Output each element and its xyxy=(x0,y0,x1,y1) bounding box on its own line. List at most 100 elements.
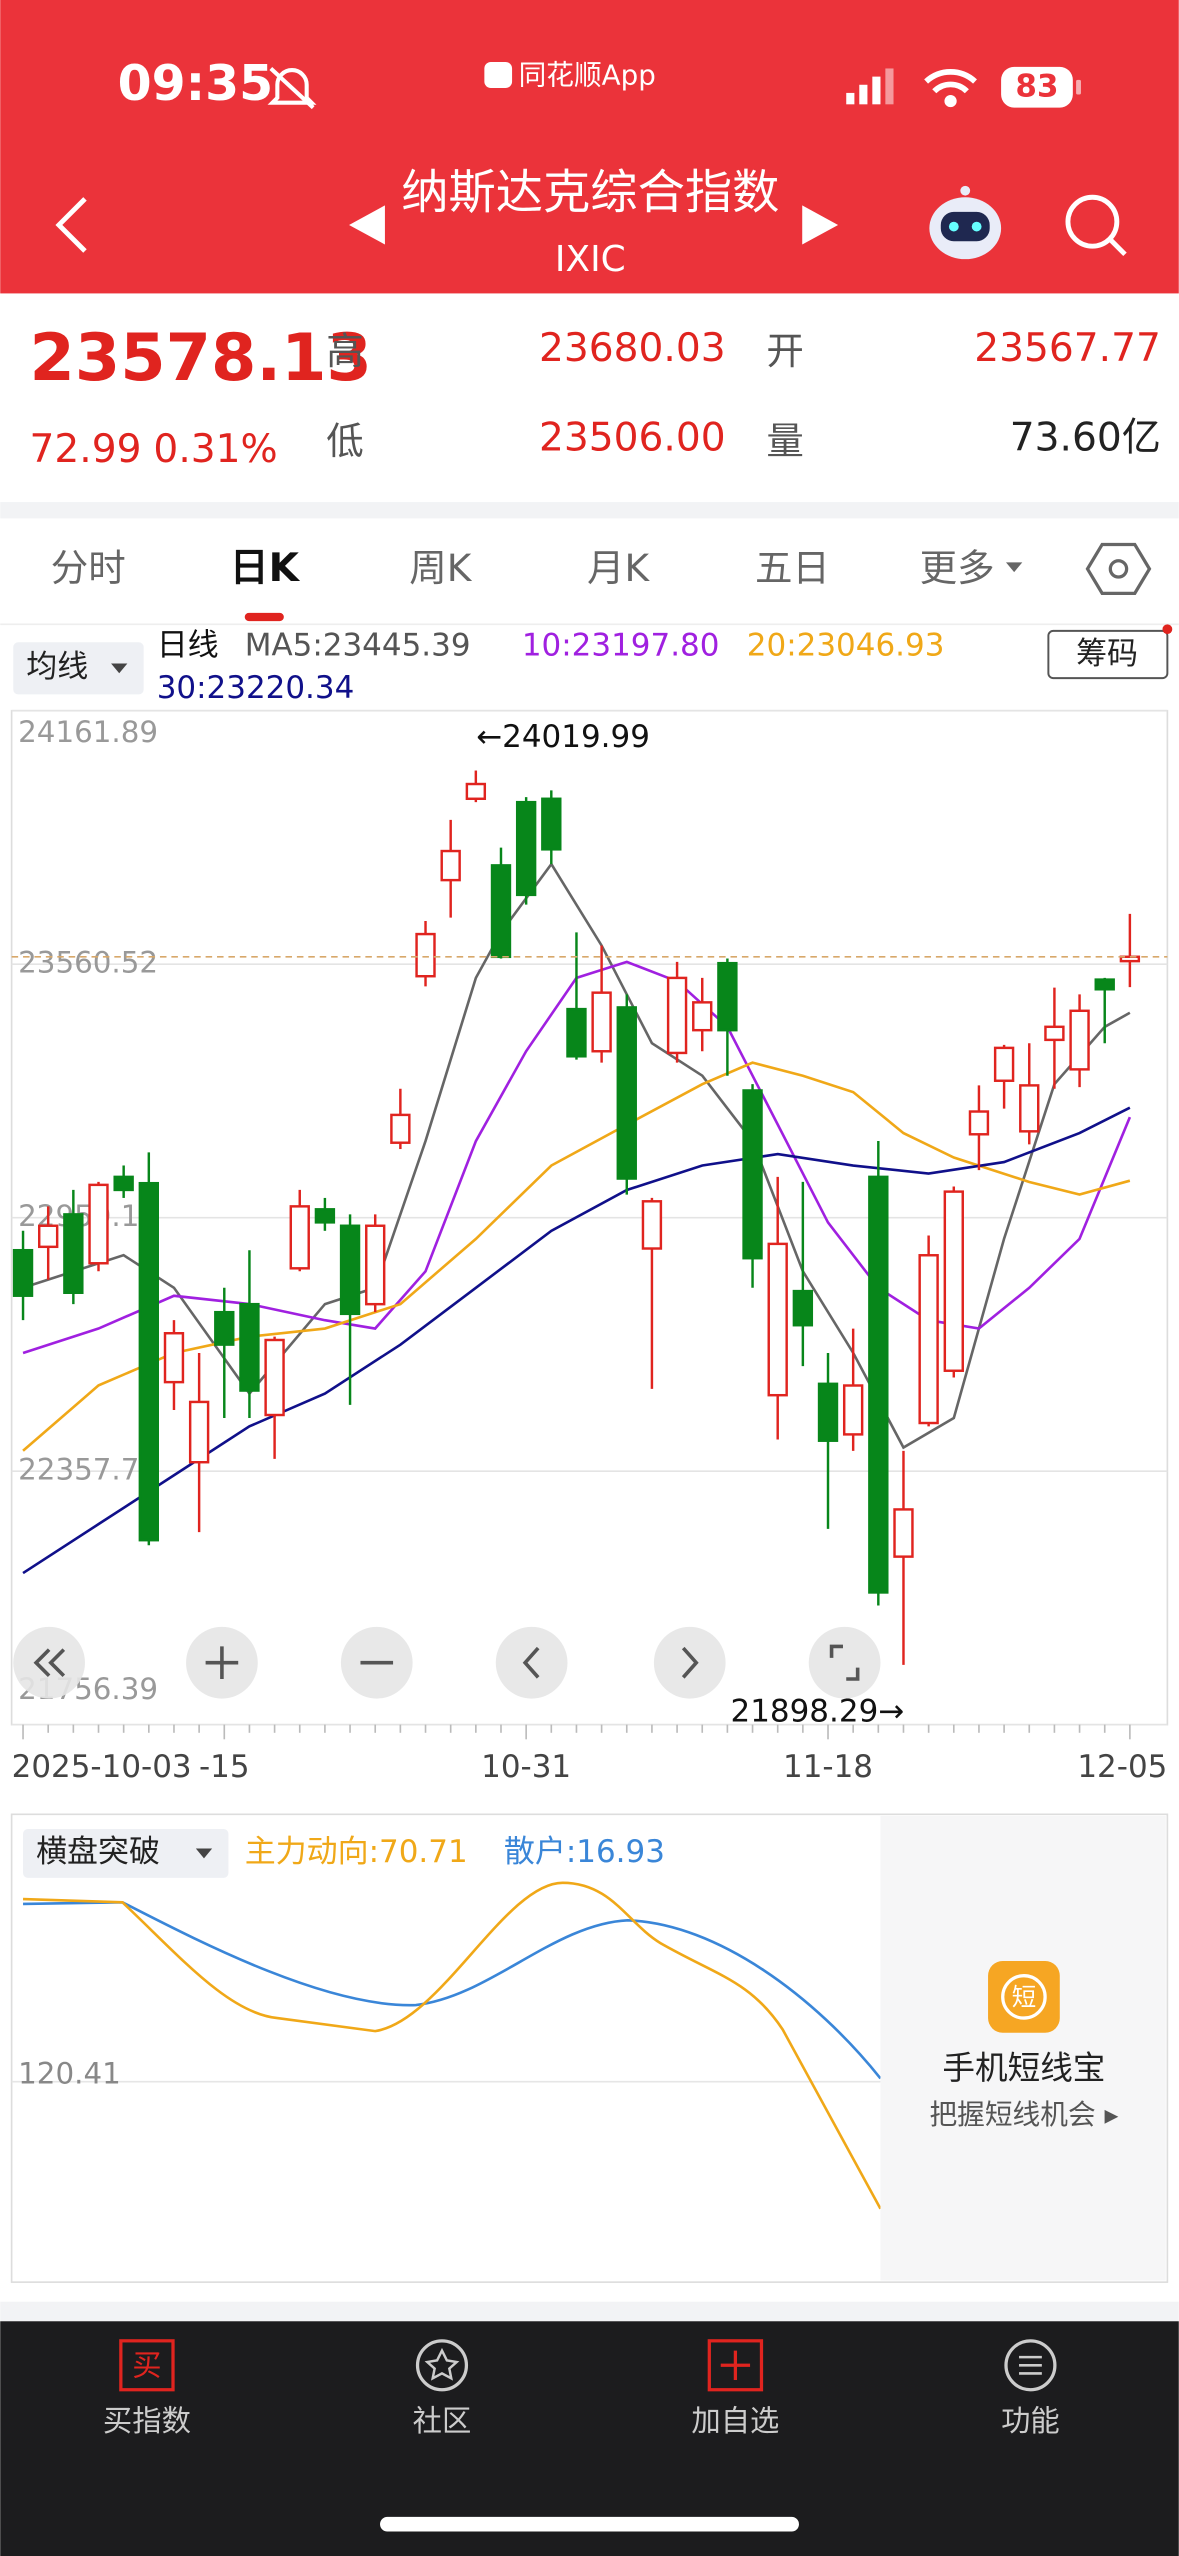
candle-body xyxy=(842,1384,864,1436)
ad-panel[interactable] xyxy=(880,1815,1166,2281)
right-button[interactable] xyxy=(653,1626,726,1699)
back-button[interactable] xyxy=(55,197,87,253)
tab[interactable]: 分时 xyxy=(51,546,126,590)
candle-body xyxy=(63,1213,84,1294)
x-tick-label: 11-18 xyxy=(783,1749,873,1785)
x-tick-label: 2025-10-03 xyxy=(12,1749,192,1785)
chips-button[interactable]: 筹码 xyxy=(1076,636,1138,672)
battery xyxy=(1001,66,1073,108)
x-tick-label: 12-05 xyxy=(1077,1749,1167,1785)
nav-plus xyxy=(720,2350,751,2380)
nav-icon-text: 买 xyxy=(132,2348,161,2382)
candle-body xyxy=(717,961,738,1032)
nav-label[interactable]: 买指数 xyxy=(103,2404,191,2438)
ma-button[interactable]: 均线 xyxy=(26,649,88,685)
search-button[interactable] xyxy=(1065,194,1127,257)
time: 09:35 xyxy=(118,55,274,112)
candle-body xyxy=(767,1242,788,1397)
y-tick-label: 22357.76 xyxy=(18,1453,158,1487)
low-value: 23506.00 xyxy=(539,416,726,461)
candle-body xyxy=(490,864,512,959)
tab[interactable]: 月K xyxy=(587,546,650,590)
candle-body xyxy=(868,1175,889,1594)
left-button[interactable] xyxy=(495,1626,568,1699)
ad-subtitle: 把握短线机会 ▸ xyxy=(929,2098,1118,2131)
index-name: 纳斯达克综合指数 xyxy=(401,166,779,221)
candle-body xyxy=(968,1110,990,1136)
home-indicator xyxy=(380,2516,799,2532)
low-label: 低 xyxy=(326,419,364,463)
nav-label[interactable]: 加自选 xyxy=(691,2404,779,2438)
candle-body xyxy=(641,1200,663,1250)
settings-button[interactable] xyxy=(1085,542,1152,595)
ma20-legend: 20:23046.93 xyxy=(747,628,945,664)
nav-icon[interactable] xyxy=(119,2339,175,2392)
ma30-legend: 30:23220.34 xyxy=(157,670,355,706)
indicator-level: 120.41 xyxy=(18,2057,121,2091)
tab[interactable]: 五日 xyxy=(755,546,830,590)
indicator-button-bg[interactable] xyxy=(23,1828,229,1878)
candle-body xyxy=(113,1175,134,1192)
fullscreen-button[interactable] xyxy=(808,1626,881,1699)
candle-body xyxy=(1044,1025,1065,1042)
tab[interactable]: 周K xyxy=(409,546,472,590)
candle-body xyxy=(339,1224,361,1316)
robot-icon[interactable] xyxy=(929,185,1002,260)
high-label: 高 xyxy=(326,329,364,373)
ma-line xyxy=(22,1106,1131,1575)
candle-body xyxy=(817,1382,839,1442)
candle-body xyxy=(591,991,612,1053)
change-percent: 0.31% xyxy=(153,427,277,472)
nav-label[interactable]: 社区 xyxy=(413,2404,472,2438)
candle-body xyxy=(138,1181,160,1542)
candle-body xyxy=(188,1400,210,1464)
app-name: 同花顺App xyxy=(519,59,656,92)
ma-line xyxy=(22,1061,1131,1452)
candle-body xyxy=(742,1089,763,1260)
candle-body xyxy=(88,1183,109,1265)
prev-index[interactable] xyxy=(349,205,385,245)
volume-value: 73.60亿 xyxy=(1010,416,1161,461)
chips-button-bg[interactable] xyxy=(1047,629,1169,680)
nav-icon[interactable] xyxy=(707,2339,764,2392)
candle-body xyxy=(515,800,537,897)
ad-icon[interactable] xyxy=(988,1961,1060,2033)
y-tick-label: 23560.52 xyxy=(18,946,158,980)
more-caret xyxy=(1005,562,1023,573)
separator xyxy=(0,2301,1179,2322)
ad-title: 手机短线宝 xyxy=(942,2049,1105,2087)
ma-caret xyxy=(111,663,128,674)
nav-label[interactable]: 功能 xyxy=(1001,2404,1060,2438)
tab[interactable]: 更多 xyxy=(920,546,995,590)
y-tick-label: 24161.89 xyxy=(18,715,158,749)
ma-button-bg[interactable] xyxy=(13,642,144,695)
candle-body xyxy=(440,849,461,882)
candle-body xyxy=(666,976,688,1055)
tab-indicator xyxy=(244,612,284,622)
main-force-line xyxy=(22,1881,882,2210)
indicator-button[interactable]: 横盘突破 xyxy=(36,1834,160,1870)
separator xyxy=(0,502,1179,519)
nav-icon[interactable] xyxy=(1004,2339,1057,2392)
candle-body xyxy=(566,1007,587,1058)
candle-body xyxy=(692,1001,713,1032)
indicator-caret xyxy=(195,1848,213,1859)
mute-icon xyxy=(267,66,317,110)
next-index[interactable] xyxy=(802,205,839,245)
tab-active[interactable]: 日K xyxy=(230,546,301,591)
open-value: 23567.77 xyxy=(974,326,1161,371)
signal-icon xyxy=(846,68,894,105)
main-force-legend: 主力动向:70.71 xyxy=(245,1834,468,1870)
candle-body xyxy=(289,1205,310,1270)
candle-body xyxy=(264,1338,285,1417)
badge xyxy=(1162,624,1173,635)
index-code: IXIC xyxy=(555,239,626,280)
wifi-icon xyxy=(924,69,977,108)
candle-body xyxy=(365,1224,386,1306)
ma10-legend: 10:23197.80 xyxy=(522,628,720,664)
battery-level: 83 xyxy=(1015,69,1058,105)
last-price: 23578.13 xyxy=(30,320,372,396)
nav-icon[interactable] xyxy=(415,2339,469,2392)
candle-body xyxy=(415,932,436,978)
